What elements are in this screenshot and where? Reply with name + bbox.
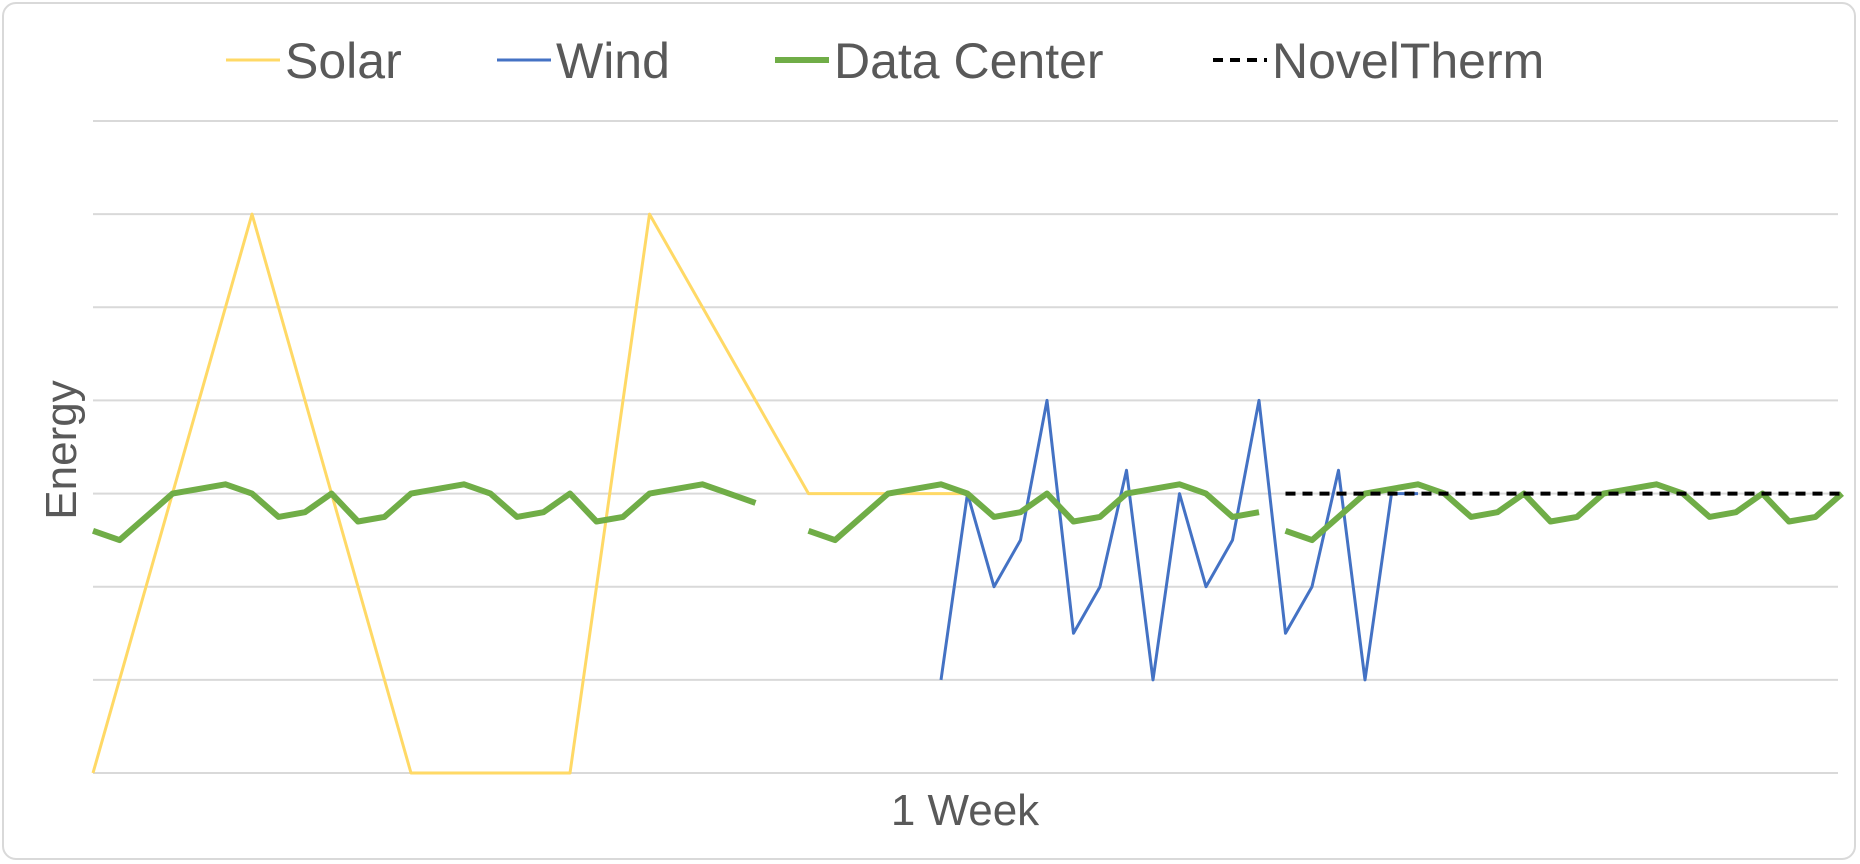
plot-area <box>91 212 1844 775</box>
legend-label-solar: Solar <box>285 33 402 89</box>
y-axis-title: Energy <box>37 380 86 519</box>
legend-label-wind: Wind <box>556 33 670 89</box>
series-line-data-center <box>92 481 757 544</box>
series-line-data-center-segment-2 <box>807 481 1260 544</box>
x-axis-title: 1 Week <box>891 786 1040 835</box>
series-line-solar <box>91 212 968 775</box>
series-line-data-center-segment-3 <box>1284 481 1844 544</box>
gridlines <box>93 120 1838 774</box>
series-line-wind <box>939 398 1418 682</box>
legend-label-data-center: Data Center <box>834 33 1104 89</box>
legend-label-noveltherm: NovelTherm <box>1272 33 1544 89</box>
legend: Solar Wind Data Center NovelTherm <box>226 33 1544 89</box>
